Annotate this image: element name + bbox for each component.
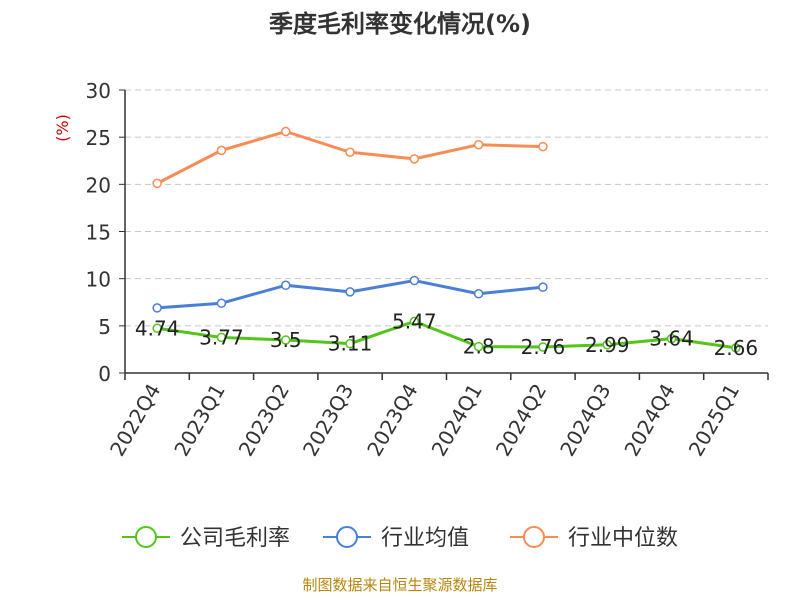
data-point	[216, 332, 227, 343]
legend: 公司毛利率 行业均值 行业中位数	[122, 526, 678, 551]
data-label: 4.74	[135, 316, 180, 340]
x-tick-label: 2024Q2	[491, 380, 551, 461]
data-point	[152, 178, 162, 189]
data-point	[538, 342, 548, 352]
legend-marker-2	[523, 526, 545, 548]
data-point	[345, 147, 355, 158]
data-point	[602, 340, 612, 350]
y-axis-label: (%)	[53, 114, 72, 142]
data-point	[345, 338, 355, 349]
data-point	[409, 316, 420, 327]
data-point	[538, 282, 548, 292]
data-label: 2.66	[714, 336, 759, 360]
data-point	[473, 139, 484, 150]
data-point	[538, 141, 548, 152]
legend-label-1: 行业均值	[381, 526, 469, 551]
series-lines	[152, 126, 741, 353]
x-tick-label: 2023Q4	[362, 380, 422, 461]
x-tick-label: 2023Q3	[298, 380, 358, 461]
x-tick-label: 2024Q3	[555, 380, 615, 461]
data-label: 3.11	[328, 332, 373, 356]
data-label: 2.8	[463, 335, 495, 359]
data-point	[152, 303, 162, 313]
data-label: 3.5	[270, 328, 302, 352]
data-point	[409, 275, 420, 286]
data-point	[281, 126, 291, 137]
data-point	[152, 323, 162, 334]
y-tick-label: 20	[86, 173, 111, 197]
data-point	[281, 280, 291, 291]
data-labels: 4.74 3.77 3.5 3.11 5.47 2.8 2.76 2.99 3.64 2.66	[135, 309, 758, 360]
data-label: 3.77	[199, 325, 244, 349]
data-point	[731, 343, 741, 353]
data-point	[281, 335, 291, 345]
series-line-2	[156, 130, 543, 185]
data-point	[409, 154, 420, 164]
y-tick-label: 30	[86, 79, 111, 103]
y-tick-label: 15	[86, 221, 111, 245]
legend-label-0: 公司毛利率	[180, 526, 290, 551]
data-point	[216, 298, 227, 308]
data-point	[345, 287, 355, 297]
data-label: 2.76	[521, 335, 566, 359]
data-label: 2.99	[585, 333, 630, 357]
series-line-0	[156, 319, 737, 350]
legend-marker-0	[135, 526, 157, 548]
source-note: 制图数据来自恒生聚源数据库	[302, 576, 498, 594]
data-point	[473, 341, 484, 352]
y-tick-label: 5	[98, 315, 111, 339]
y-tick-label: 25	[86, 126, 111, 150]
chart-title: 季度毛利率变化情况(%)	[269, 10, 531, 38]
data-label: 3.64	[649, 327, 694, 351]
x-tick-label: 2022Q4	[105, 380, 165, 461]
x-tick-label: 2025Q1	[684, 380, 744, 461]
data-point	[216, 145, 227, 156]
x-tick-label: 2024Q4	[619, 380, 679, 461]
data-point	[666, 333, 677, 344]
y-tick-label: 10	[86, 268, 111, 292]
legend-label-2: 行业中位数	[568, 526, 678, 551]
data-point	[473, 289, 484, 299]
x-tick-label: 2024Q1	[427, 380, 487, 461]
x-tick-label: 2023Q1	[169, 380, 229, 461]
data-label: 5.47	[392, 309, 437, 333]
legend-marker-1	[336, 526, 358, 548]
y-tick-label: 0	[98, 362, 111, 386]
x-tick-label: 2023Q2	[234, 380, 294, 461]
gridlines	[125, 89, 768, 327]
